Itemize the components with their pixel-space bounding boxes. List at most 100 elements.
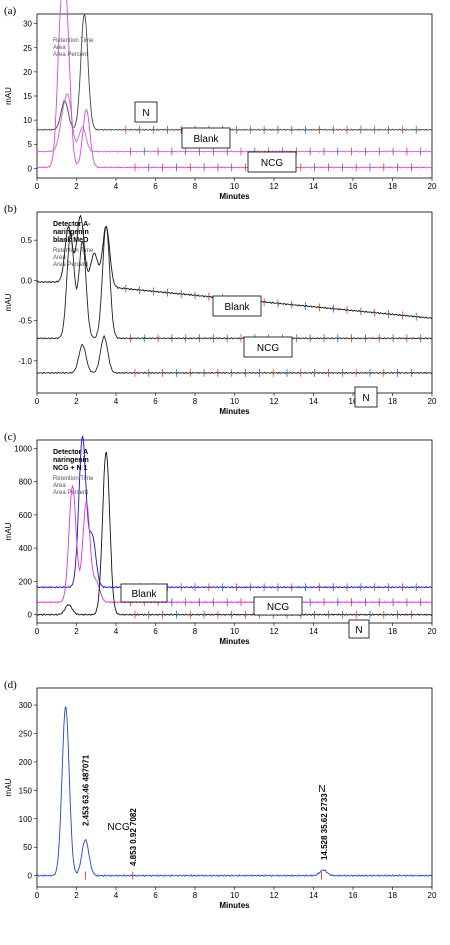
series-line-blank bbox=[36, 93, 433, 153]
x-tick-label: 8 bbox=[193, 627, 198, 636]
series-label-box bbox=[120, 583, 168, 603]
x-axis-label: Minutes bbox=[219, 901, 250, 910]
x-tick-label: 16 bbox=[349, 891, 358, 900]
panel-label: (d) bbox=[4, 679, 17, 691]
series-label: N bbox=[355, 625, 362, 636]
x-tick-label: 20 bbox=[428, 182, 437, 191]
panel-label: (c) bbox=[4, 431, 17, 443]
series-label: Blank bbox=[193, 134, 219, 145]
legend-title-line: Detector A bbox=[53, 449, 88, 456]
x-tick-label: 6 bbox=[153, 891, 158, 900]
plot-frame bbox=[36, 687, 433, 888]
y-tick-label: 10 bbox=[23, 116, 32, 125]
y-tick-label: 400 bbox=[19, 544, 33, 553]
series-line-ncg bbox=[36, 225, 433, 340]
y-tick-label: 800 bbox=[19, 478, 33, 487]
legend-title-line: Detector A- bbox=[53, 221, 91, 228]
x-axis-label: Minutes bbox=[219, 637, 250, 646]
series-label: NCG bbox=[257, 343, 279, 354]
x-tick-label: 10 bbox=[230, 891, 239, 900]
legend-title-line: naringenin bbox=[53, 457, 89, 464]
series-label: N bbox=[142, 108, 149, 119]
x-tick-label: 2 bbox=[74, 891, 79, 900]
x-tick-label: 6 bbox=[153, 397, 158, 406]
y-tick-label: 200 bbox=[19, 758, 33, 767]
x-tick-label: 20 bbox=[428, 397, 437, 406]
legend-line: Area bbox=[53, 255, 66, 261]
x-tick-label: 2 bbox=[74, 182, 79, 191]
x-axis-label: Minutes bbox=[219, 407, 250, 416]
y-tick-label: 0.0 bbox=[21, 276, 33, 285]
series-label-box bbox=[134, 101, 158, 123]
series-label-box bbox=[348, 619, 370, 639]
legend-title-line: blank MeO bbox=[53, 237, 89, 244]
series-line-ncg bbox=[36, 484, 433, 604]
y-tick-label: 20 bbox=[23, 68, 32, 77]
legend-line: Area Percent bbox=[53, 490, 88, 496]
legend-line: Area bbox=[53, 45, 66, 51]
x-tick-label: 10 bbox=[230, 182, 239, 191]
y-tick-label: 30 bbox=[23, 20, 32, 29]
peak-annotation: 4.853 0.92 7082 bbox=[129, 808, 138, 866]
x-tick-label: 0 bbox=[35, 627, 40, 636]
x-tick-label: 8 bbox=[193, 182, 198, 191]
series-label-box bbox=[212, 295, 262, 317]
x-tick-label: 16 bbox=[349, 397, 358, 406]
x-tick-label: 6 bbox=[153, 182, 158, 191]
y-tick-label: 50 bbox=[23, 843, 32, 852]
y-tick-label: 5 bbox=[28, 140, 33, 149]
panel-d: (d)0 2 4 6 8 10 12 14 16 18 20050100150200250300Mi… bbox=[4, 679, 437, 910]
x-tick-label: 4 bbox=[114, 182, 119, 191]
x-tick-label: 14 bbox=[309, 397, 318, 406]
x-tick-label: 20 bbox=[428, 627, 437, 636]
x-tick-label: 0 bbox=[35, 397, 40, 406]
legend-line: Area bbox=[53, 483, 66, 489]
legend-line: Retention Time bbox=[53, 476, 94, 482]
series-line-blank bbox=[36, 434, 433, 589]
y-tick-label: 0 bbox=[28, 872, 33, 881]
x-tick-label: 18 bbox=[388, 182, 397, 191]
series-label: Blank bbox=[131, 589, 157, 600]
y-tick-label: 250 bbox=[19, 729, 33, 738]
series-label: Blank bbox=[224, 302, 250, 313]
series-line-n bbox=[36, 334, 433, 375]
y-tick-label: 600 bbox=[19, 511, 33, 520]
x-tick-label: 16 bbox=[349, 182, 358, 191]
x-tick-label: 14 bbox=[309, 627, 318, 636]
y-tick-label: 150 bbox=[19, 786, 33, 795]
series-label-box bbox=[247, 151, 297, 173]
x-axis-label: Minutes bbox=[219, 192, 250, 201]
series-label-box bbox=[354, 386, 378, 408]
series-label: N bbox=[362, 393, 369, 404]
x-tick-label: 18 bbox=[388, 627, 397, 636]
y-tick-label: 100 bbox=[19, 815, 33, 824]
series-line-n bbox=[36, 451, 433, 617]
plot-frame bbox=[36, 13, 433, 179]
peak-annotation: 14.528 35.62 2733 bbox=[320, 793, 329, 860]
peak-label-ncg: NCG bbox=[107, 822, 129, 833]
plot-frame bbox=[36, 439, 433, 624]
x-tick-label: 12 bbox=[270, 182, 279, 191]
x-tick-label: 0 bbox=[35, 182, 40, 191]
panel-label: (b) bbox=[4, 203, 17, 215]
x-tick-label: 12 bbox=[270, 627, 279, 636]
x-tick-label: 0 bbox=[35, 891, 40, 900]
y-tick-label: 0 bbox=[28, 164, 33, 173]
x-tick-label: 8 bbox=[193, 397, 198, 406]
series-label: NCG bbox=[267, 602, 289, 613]
x-tick-label: 12 bbox=[270, 891, 279, 900]
x-tick-label: 10 bbox=[230, 627, 239, 636]
y-tick-label: 0 bbox=[28, 611, 33, 620]
y-tick-label: -0.5 bbox=[18, 317, 32, 326]
x-tick-label: 20 bbox=[428, 891, 437, 900]
y-tick-label: 200 bbox=[19, 577, 33, 586]
series-line-trace bbox=[36, 705, 433, 878]
panel-a: (a) 0 2 4 6 8 10 12 14 16 18 20 0 5 10 15 20 25 30 Minutes m… bbox=[4, 0, 437, 201]
y-tick-label: 25 bbox=[23, 44, 32, 53]
x-tick-label: 6 bbox=[153, 627, 158, 636]
legend-line: Area Percent bbox=[53, 262, 88, 268]
y-tick-label: 300 bbox=[19, 701, 33, 710]
panel-c: (c)0246810121416182002004006008001000Min… bbox=[4, 431, 437, 646]
peak-label-n: N bbox=[318, 784, 325, 795]
peak-annotation: 2.453 63.46 487071 bbox=[81, 754, 90, 826]
